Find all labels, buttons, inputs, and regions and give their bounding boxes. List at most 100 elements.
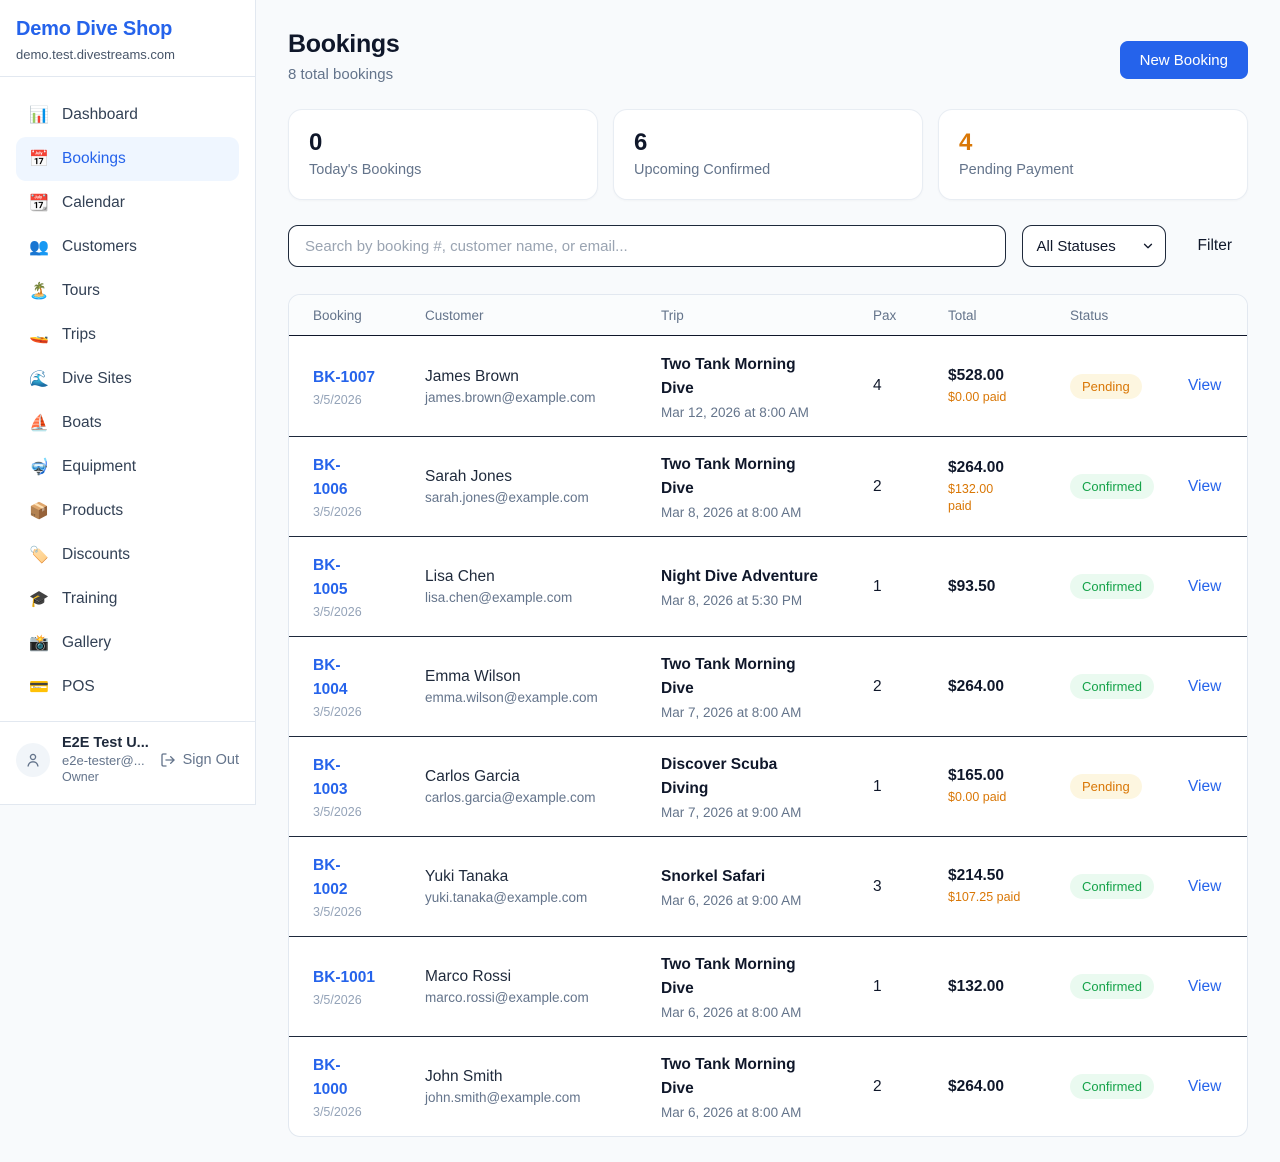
sidebar-item-pos[interactable]: 💳 POS [29,678,95,696]
pax-count: 4 [873,377,882,394]
trip-datetime: Mar 8, 2026 at 8:00 AM [661,505,802,520]
stat-value: 6 [634,129,648,156]
trip-datetime: Mar 6, 2026 at 8:00 AM [661,1005,802,1020]
view-link[interactable]: View [1188,1077,1222,1095]
sidebar-item-gallery[interactable]: 📸 Gallery [29,634,112,652]
total-amount: $264.00 [948,677,1005,695]
status-filter-value: All Statuses [1036,237,1116,255]
status-badge: Confirmed [1070,674,1154,699]
view-link[interactable]: View [1188,877,1222,895]
customer-email: marco.rossi@example.com [425,990,589,1005]
page-subtitle: 8 total bookings [288,66,394,83]
customer-email: yuki.tanaka@example.com [425,890,588,905]
pax-count: 3 [873,877,882,895]
booking-id-link[interactable]: BK-1007 [313,368,376,386]
sidebar-item-customers[interactable]: 👥 Customers [29,238,137,256]
table-row: BK- 1002 3/5/2026 Yuki Tanaka yuki.tanak… [289,836,1247,936]
customer-name: Emma Wilson [425,668,521,685]
status-badge: Confirmed [1070,874,1154,899]
user-email: e2e-tester@... [62,753,145,768]
page-title: Bookings [288,30,400,58]
sidebar-item-calendar[interactable]: 📆 Calendar [29,194,125,212]
customer-email: emma.wilson@example.com [425,690,598,705]
booking-date: 3/5/2026 [313,993,362,1007]
booking-date: 3/5/2026 [313,392,362,407]
view-link[interactable]: View [1188,777,1222,795]
column-header-trip: Trip [661,307,684,323]
sidebar-item-training[interactable]: 🎓 Training [29,590,118,608]
stat-card: 0 Today's Bookings [288,109,598,200]
paid-amount: $107.25 paid [948,890,1021,904]
new-booking-button[interactable]: New Booking [1119,41,1248,79]
column-header-status: Status [1070,307,1109,323]
pax-count: 1 [873,777,882,795]
sidebar-item-trips[interactable]: 🚤 Trips [29,326,96,344]
trips-icon: 🚤 [29,327,49,344]
bookings-table: Booking Customer Trip Pax Total Status B… [288,294,1248,1137]
total-amount: $264.00 [948,1077,1005,1095]
sidebar-item-dashboard[interactable]: 📊 Dashboard [29,106,138,124]
trip-datetime: Mar 7, 2026 at 8:00 AM [661,705,802,720]
brand-name[interactable]: Demo Dive Shop [16,18,173,40]
stat-value: 0 [309,129,323,156]
status-badge: Pending [1070,373,1142,399]
total-amount: $132.00 [948,977,1005,995]
booking-date: 3/5/2026 [313,1105,362,1119]
sidebar-item-equipment[interactable]: 🤿 Equipment [29,458,137,476]
search-input[interactable] [288,225,1006,267]
total-amount: $165.00 [948,767,1005,784]
booking-id-link[interactable]: BK- 1005 [313,557,348,598]
sidebar-item-dive-sites[interactable]: 🌊 Dive Sites [29,370,132,388]
status-filter-select[interactable]: All Statuses [1021,225,1166,267]
calendar-icon: 📆 [29,195,49,212]
total-amount: $214.50 [948,867,1005,884]
sidebar-item-bookings[interactable]: 📅 Bookings [16,137,239,181]
view-link[interactable]: View [1188,577,1222,595]
status-badge: Confirmed [1070,474,1154,499]
view-link[interactable]: View [1188,377,1222,394]
paid-amount: $0.00 paid [948,790,1007,804]
paid-amount: $0.00 paid [948,389,1007,404]
sidebar-item-tours[interactable]: 🏝️ Tours [29,282,100,300]
booking-date: 3/5/2026 [313,805,362,819]
customer-email: sarah.jones@example.com [425,490,589,505]
pax-count: 2 [873,1077,882,1095]
booking-id-link[interactable]: BK- 1006 [313,457,348,498]
view-link[interactable]: View [1188,977,1222,995]
booking-id-link[interactable]: BK- 1000 [313,1057,348,1098]
table-row: BK-1001 3/5/2026 Marco Rossi marco.rossi… [289,936,1247,1036]
avatar [16,742,50,777]
trip-datetime: Mar 8, 2026 at 5:30 PM [661,593,803,608]
column-header-total: Total [948,307,977,323]
tours-icon: 🏝️ [29,283,49,300]
sidebar-item-products[interactable]: 📦 Products [29,502,124,520]
main-content: Bookings 8 total bookings New Booking 0 … [256,0,1280,1137]
trip-name: Two Tank Morning Dive [661,1056,796,1097]
view-link[interactable]: View [1188,477,1222,495]
view-link[interactable]: View [1188,677,1222,695]
booking-id-link[interactable]: BK- 1002 [313,857,348,898]
booking-id-link[interactable]: BK- 1004 [313,657,348,698]
sign-out-button[interactable]: Sign Out [160,752,239,768]
status-badge: Pending [1070,774,1142,799]
trip-datetime: Mar 12, 2026 at 8:00 AM [661,404,809,420]
logout-icon [160,752,176,768]
trip-name: Night Dive Adventure [661,568,819,585]
user-icon [24,751,42,769]
sidebar-item-boats[interactable]: ⛵ Boats [29,414,102,432]
gallery-icon: 📸 [29,635,49,652]
pos-icon: 💳 [29,679,49,696]
customer-email: carlos.garcia@example.com [425,790,596,805]
filter-button[interactable]: Filter [1182,237,1248,255]
page-header: Bookings 8 total bookings New Booking [288,30,1248,83]
column-header-customer: Customer [425,307,484,323]
table-row: BK-1007 3/5/2026 James Brown james.brown… [289,336,1247,436]
brand-domain: demo.test.divestreams.com [16,47,175,62]
booking-id-link[interactable]: BK-1001 [313,969,376,986]
products-icon: 📦 [29,503,49,520]
booking-id-link[interactable]: BK- 1003 [313,757,348,798]
chevron-down-icon [1141,239,1155,253]
table-row: BK- 1004 3/5/2026 Emma Wilson emma.wilso… [289,636,1247,736]
status-badge: Confirmed [1070,574,1154,599]
sidebar-item-discounts[interactable]: 🏷️ Discounts [29,546,131,564]
